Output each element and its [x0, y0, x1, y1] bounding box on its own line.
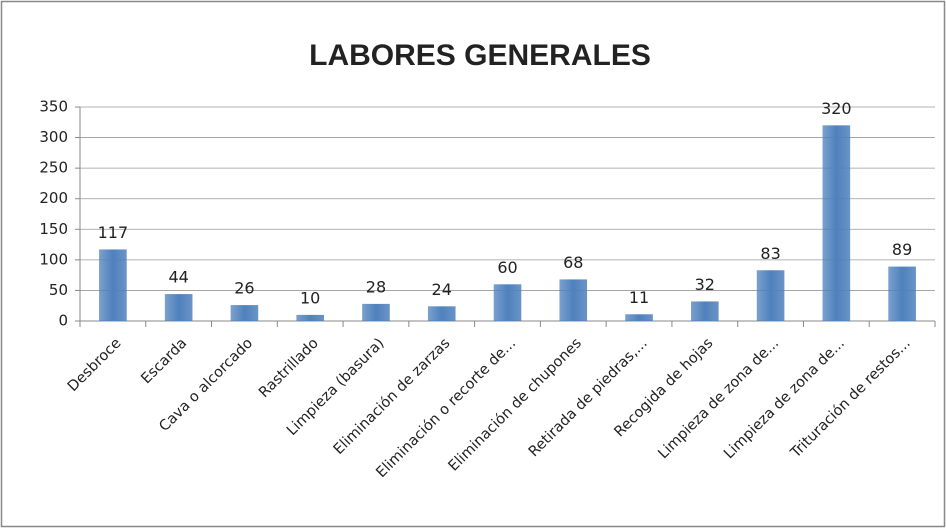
data-label: 68	[563, 253, 583, 272]
data-label: 320	[821, 99, 852, 118]
y-tick-label: 250	[39, 159, 68, 177]
y-tick-label: 300	[39, 128, 68, 146]
bar	[230, 305, 259, 321]
bar	[493, 284, 522, 321]
data-label: 32	[695, 275, 715, 294]
data-label: 28	[366, 277, 386, 296]
bar	[690, 301, 719, 321]
y-tick-label: 100	[39, 250, 68, 268]
data-label: 117	[98, 223, 129, 242]
bar	[559, 279, 588, 321]
data-label: 10	[300, 288, 320, 307]
bar	[625, 314, 653, 321]
bar	[362, 303, 390, 321]
data-label: 44	[168, 268, 188, 287]
data-label: 24	[432, 280, 452, 299]
data-label: 89	[892, 240, 912, 259]
bar	[99, 249, 127, 321]
data-label: 11	[629, 288, 649, 307]
chart-title: LABORES GENERALES	[309, 39, 651, 72]
bar	[427, 306, 456, 321]
bar	[822, 125, 851, 321]
data-label: 60	[497, 258, 517, 277]
y-tick-label: 0	[58, 312, 68, 330]
y-tick-label: 50	[49, 281, 68, 299]
data-label: 26	[234, 279, 254, 298]
data-label: 83	[760, 244, 780, 263]
bar	[756, 270, 785, 321]
y-tick-label: 350	[39, 98, 68, 116]
bar	[164, 294, 193, 321]
bar	[888, 266, 916, 321]
y-tick-label: 150	[39, 220, 68, 238]
bar	[296, 314, 325, 321]
y-tick-label: 200	[39, 189, 68, 207]
